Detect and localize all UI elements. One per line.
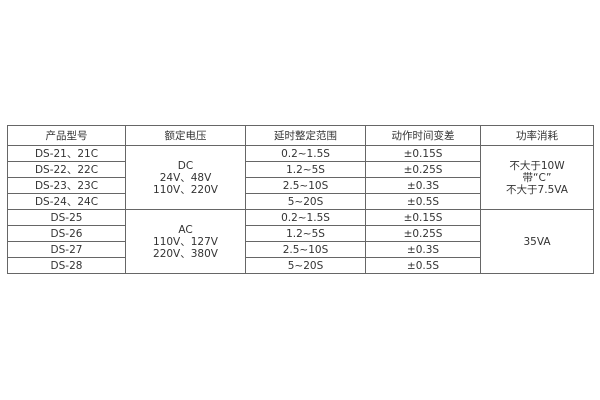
relay-spec-table: 产品型号 额定电压 延时整定范围 动作时间变差 功率消耗 DS-21、21C DC… <box>7 125 594 274</box>
variance-cell: ±0.25S <box>365 161 481 178</box>
power-line: 不大于7.5VA <box>506 183 568 196</box>
model-cell: DS-27 <box>7 241 126 258</box>
variance-cell: ±0.15S <box>365 145 481 162</box>
variance-cell: ±0.3S <box>365 241 481 258</box>
range-cell: 1.2~5S <box>245 225 366 242</box>
range-cell: 5~20S <box>245 193 366 210</box>
voltage-cell: DC 24V、48V 110V、220V <box>125 145 246 210</box>
table-row: DS-25 AC 110V、127V 220V、380V 0.2~1.5S ±0.15S 3… <box>7 209 594 274</box>
variance-cell: ±0.3S <box>365 177 481 194</box>
header-power: 功率消耗 <box>480 125 594 146</box>
table-row: DS-28 5~20S ±0.5S <box>7 257 594 274</box>
power-line: 带“C” <box>522 171 552 184</box>
voltage-line: 110V、220V <box>153 183 218 196</box>
voltage-line: 220V、380V <box>153 247 218 260</box>
header-voltage: 额定电压 <box>125 125 246 146</box>
power-cell: 35VA <box>480 209 594 274</box>
model-cell: DS-24、24C <box>7 193 126 210</box>
model-cell: DS-23、23C <box>7 177 126 194</box>
model-cell: DS-25 <box>7 209 126 226</box>
voltage-line: 110V、127V <box>153 235 218 248</box>
power-cell: 不大于10W 带“C” 不大于7.5VA <box>480 145 594 210</box>
header-range: 延时整定范围 <box>245 125 366 146</box>
range-cell: 0.2~1.5S <box>245 209 366 226</box>
range-cell: 2.5~10S <box>245 241 366 258</box>
voltage-line: 24V、48V <box>159 171 212 184</box>
model-cell: DS-22、22C <box>7 161 126 178</box>
header-row: 产品型号 额定电压 延时整定范围 动作时间变差 功率消耗 <box>7 125 594 146</box>
header-variance: 动作时间变差 <box>365 125 481 146</box>
range-cell: 0.2~1.5S <box>245 145 366 162</box>
table-row: DS-21、21C DC 24V、48V 110V、220V 0.2~1.5S ±0.15… <box>7 145 594 210</box>
variance-cell: ±0.15S <box>365 209 481 226</box>
power-line: 不大于10W <box>509 159 565 172</box>
variance-cell: ±0.5S <box>365 193 481 210</box>
variance-cell: ±0.5S <box>365 257 481 274</box>
table-row: DS-26 1.2~5S ±0.25S <box>7 225 594 242</box>
table-row: DS-27 2.5~10S ±0.3S <box>7 241 594 258</box>
model-cell: DS-21、21C <box>7 145 126 162</box>
range-cell: 1.2~5S <box>245 161 366 178</box>
header-model: 产品型号 <box>7 125 126 146</box>
table-row: DS-23、23C 2.5~10S ±0.3S <box>7 177 594 194</box>
voltage-cell: AC 110V、127V 220V、380V <box>125 209 246 274</box>
power-line: 35VA <box>523 235 551 248</box>
model-cell: DS-26 <box>7 225 126 242</box>
voltage-line: DC <box>177 159 194 172</box>
range-cell: 2.5~10S <box>245 177 366 194</box>
model-cell: DS-28 <box>7 257 126 274</box>
voltage-line: AC <box>178 223 193 236</box>
variance-cell: ±0.25S <box>365 225 481 242</box>
range-cell: 5~20S <box>245 257 366 274</box>
